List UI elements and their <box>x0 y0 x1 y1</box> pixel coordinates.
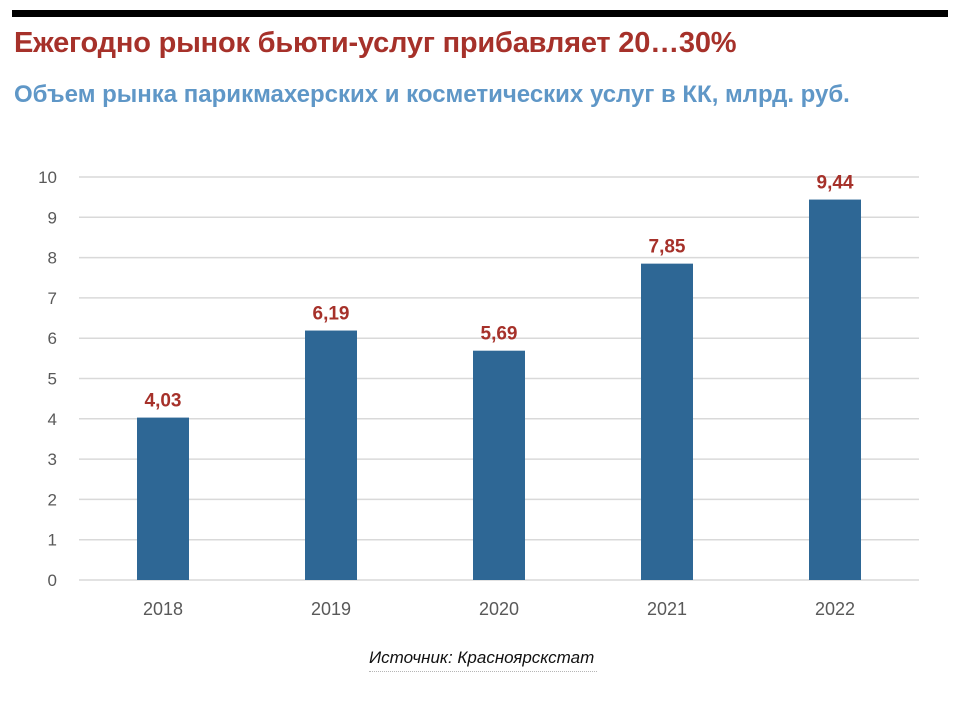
x-tick-label-2020: 2020 <box>479 599 519 619</box>
y-tick-label: 9 <box>48 208 57 227</box>
x-axis-ticks: 2018 2019 2020 2021 2022 <box>143 599 855 619</box>
y-tick-label: 8 <box>48 249 57 268</box>
y-tick-label: 3 <box>48 450 57 469</box>
bars <box>137 199 861 580</box>
bar-2021 <box>641 263 693 580</box>
data-label-2019: 6,19 <box>313 304 350 325</box>
data-labels: 4,03 6,19 5,69 7,85 9,44 <box>145 173 854 412</box>
bar-2020 <box>473 350 525 580</box>
chart-subtitle: Объем рынка парикмахерских и косметическ… <box>14 81 850 108</box>
source-note: Источник: Красноярскстат <box>369 648 595 667</box>
bar-2022 <box>809 199 861 580</box>
top-rule <box>12 10 948 17</box>
x-tick-label-2019: 2019 <box>311 599 351 619</box>
data-label-2018: 4,03 <box>145 391 182 412</box>
bar-2018 <box>137 417 189 580</box>
x-tick-label-2021: 2021 <box>647 599 687 619</box>
y-tick-label: 6 <box>48 329 57 348</box>
y-tick-label: 0 <box>48 571 57 590</box>
x-tick-label-2022: 2022 <box>815 599 855 619</box>
y-tick-label: 4 <box>48 410 57 429</box>
y-tick-label: 10 <box>38 168 57 187</box>
y-tick-label: 1 <box>48 531 57 550</box>
chart-title: Ежегодно рынок бьюти-услуг прибавляет 20… <box>14 27 737 59</box>
y-tick-label: 7 <box>48 289 57 308</box>
source-underline <box>369 671 597 672</box>
x-tick-label-2018: 2018 <box>143 599 183 619</box>
data-label-2020: 5,69 <box>481 324 518 345</box>
data-label-2022: 9,44 <box>817 173 854 194</box>
y-axis-ticks: 0 1 2 3 4 5 6 7 8 9 10 <box>38 168 57 590</box>
bar-2019 <box>305 330 357 580</box>
y-tick-label: 2 <box>48 490 57 509</box>
data-label-2021: 7,85 <box>649 237 686 258</box>
y-tick-label: 5 <box>48 370 57 389</box>
